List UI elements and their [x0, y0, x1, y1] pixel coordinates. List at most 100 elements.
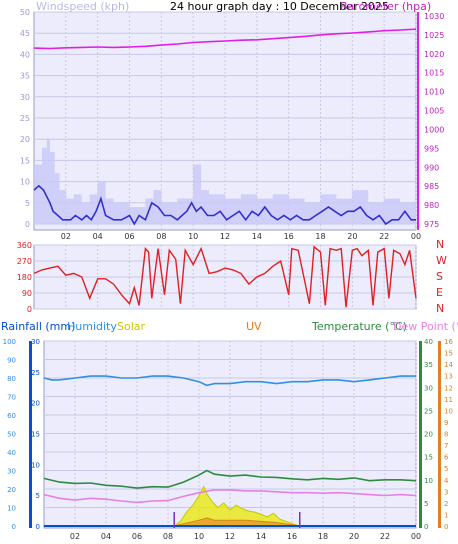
climate-hour-tick-label: 10 — [194, 532, 204, 541]
humidity-tick-label: 50 — [7, 431, 16, 439]
gust-bar — [320, 194, 337, 224]
gust-bar — [59, 190, 66, 224]
windspeed-tick-label: 35 — [20, 72, 30, 81]
gust-bar — [177, 198, 194, 224]
direction-tick-label: 270 — [17, 257, 32, 266]
temperature-line — [43, 469, 417, 489]
rainfall-tick-label: 20 — [31, 400, 40, 408]
barometer-axis-label: Barometer (hpa) — [340, 0, 431, 13]
rainfall-tick-label: 10 — [31, 461, 40, 469]
gust-bar — [73, 194, 82, 224]
gust-bar — [336, 198, 353, 224]
uv-tick-label: 8 — [444, 431, 448, 439]
uv-tick-label: 9 — [444, 419, 448, 427]
windspeed-tick-label: 30 — [20, 93, 30, 102]
temperature-tick-label: 15 — [424, 454, 433, 462]
barometer-tick-label: 1030 — [424, 12, 444, 21]
dewpoint-line — [43, 489, 417, 504]
bottom-legend: Rainfall (mm) Humidity Solar UV Temperat… — [1, 320, 458, 333]
climate-hour-tick-label: 06 — [132, 532, 142, 541]
wind-hour-tick-label: 14 — [252, 232, 262, 241]
temperature-tick-label: 0 — [424, 523, 428, 531]
compass-label-n-bottom: N — [436, 302, 444, 315]
direction-tick-label: 0 — [27, 305, 32, 314]
barometer-tick-label: 1010 — [424, 88, 444, 97]
legend-rainfall: Rainfall (mm) — [1, 320, 75, 333]
chart-title: 24 hour graph day : 10 December 2025 — [170, 0, 389, 13]
wind-panel-grid — [34, 11, 417, 230]
rainfall-tick-label: 15 — [31, 431, 40, 439]
gust-bar — [41, 147, 47, 224]
uv-tick-label: 12 — [444, 384, 453, 392]
barometer-tick-label: 1015 — [424, 69, 444, 78]
gust-bar — [256, 198, 273, 224]
uv-tick-label: 3 — [444, 488, 448, 496]
uv-axis-bar — [438, 341, 441, 528]
legend-dewpoint: Dew Point (°C) — [393, 320, 458, 333]
compass-label-w: W — [436, 254, 447, 267]
barometer-tick-label: 1000 — [424, 125, 444, 134]
humidity-tick-label: 100 — [3, 338, 16, 346]
windspeed-axis-label: Windspeed (kph) — [36, 0, 129, 13]
gust-bar — [54, 173, 60, 224]
direction-panel-grid — [34, 244, 417, 310]
gust-bar — [105, 198, 114, 224]
barometer-tick-label: 1025 — [424, 31, 444, 40]
direction-panel-ticks: 0 90 180 270 360 — [17, 241, 32, 314]
rainfall-tick-label: 0 — [36, 523, 40, 531]
uv-tick-label: 10 — [444, 407, 453, 415]
barometer-tick-label: 980 — [424, 201, 439, 210]
compass-label-s: S — [436, 270, 443, 283]
windspeed-tick-label: 20 — [20, 135, 30, 144]
temperature-tick-label: 40 — [424, 338, 433, 346]
humidity-tick-label: 30 — [7, 468, 16, 476]
climate-hour-tick-label: 20 — [349, 532, 359, 541]
climate-hour-tick-label: 00 — [411, 532, 421, 541]
temperature-tick-label: 30 — [424, 384, 433, 392]
gust-bar — [81, 202, 90, 224]
gust-bar — [161, 202, 178, 224]
uv-tick-label: 15 — [444, 350, 453, 358]
climate-hour-tick-label: 16 — [287, 532, 297, 541]
humidity-tick-label: 80 — [7, 375, 16, 383]
wind-hour-tick-label: 18 — [315, 232, 325, 241]
barometer-tick-label: 975 — [424, 220, 439, 229]
rainfall-axis-bar — [29, 341, 32, 528]
gust-bar — [272, 194, 289, 224]
humidity-line — [43, 375, 416, 387]
windspeed-tick-label: 25 — [20, 114, 30, 123]
barometer-tick-label: 990 — [424, 163, 439, 172]
wind-panel-ticks: 0510152025303540455097598098599099510001… — [20, 8, 445, 241]
compass-label-e: E — [436, 286, 443, 299]
rainfall-tick-label: 5 — [36, 492, 40, 500]
humidity-tick-label: 20 — [7, 486, 16, 494]
gust-bar — [368, 202, 385, 224]
gust-bar — [304, 202, 321, 224]
gust-bar — [400, 202, 416, 224]
climate-hour-tick-label: 14 — [256, 532, 266, 541]
direction-tick-label: 90 — [22, 289, 32, 298]
temperature-tick-label: 25 — [424, 407, 433, 415]
windspeed-tick-label: 0 — [25, 220, 30, 229]
wind-hour-tick-label: 06 — [124, 232, 134, 241]
humidity-tick-label: 10 — [7, 505, 16, 513]
temperature-tick-label: 20 — [424, 431, 433, 439]
gust-bar — [209, 194, 225, 224]
uv-tick-label: 0 — [444, 523, 448, 531]
wind-hour-tick-label: 02 — [61, 232, 71, 241]
gust-bar — [201, 190, 210, 224]
wind-hour-tick-label: 16 — [284, 232, 294, 241]
windspeed-line — [33, 184, 416, 226]
direction-tick-label: 180 — [17, 273, 32, 282]
humidity-tick-label: 60 — [7, 412, 16, 420]
barometer-tick-label: 985 — [424, 182, 439, 191]
temperature-tick-label: 35 — [424, 361, 433, 369]
climate-hour-tick-label: 08 — [163, 532, 173, 541]
windspeed-tick-label: 40 — [20, 50, 30, 59]
uv-tick-label: 13 — [444, 373, 453, 381]
temperature-axis-bar — [419, 341, 422, 528]
uv-tick-label: 4 — [444, 477, 449, 485]
uv-tick-label: 16 — [444, 338, 453, 346]
uv-tick-label: 5 — [444, 465, 448, 473]
climate-hour-tick-label: 12 — [225, 532, 235, 541]
